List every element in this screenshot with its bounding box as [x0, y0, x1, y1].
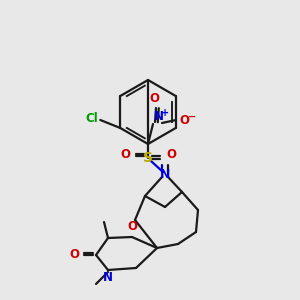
- Text: O: O: [166, 148, 176, 161]
- Text: O: O: [127, 220, 137, 233]
- Text: N: N: [154, 110, 164, 123]
- Text: −: −: [188, 112, 196, 122]
- Text: O: O: [69, 248, 79, 262]
- Text: N: N: [103, 271, 113, 284]
- Text: +: +: [161, 108, 169, 118]
- Text: O: O: [120, 148, 130, 161]
- Text: N: N: [160, 169, 170, 182]
- Text: S: S: [143, 151, 153, 165]
- Text: Cl: Cl: [85, 112, 98, 125]
- Text: O: O: [149, 92, 159, 105]
- Text: O: O: [179, 113, 189, 127]
